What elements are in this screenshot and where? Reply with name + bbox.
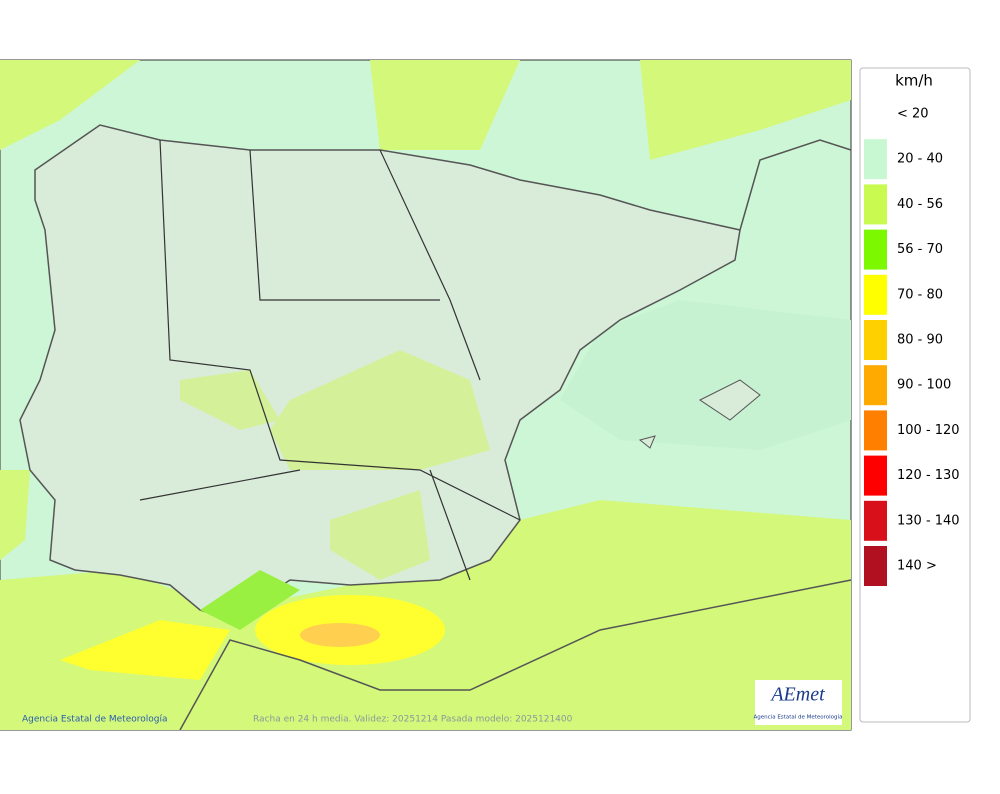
legend-label: 70 - 80 — [897, 287, 943, 302]
logo: AEmet — [769, 684, 825, 706]
legend-label: 56 - 70 — [897, 242, 943, 257]
legend-label: 100 - 120 — [897, 423, 960, 438]
legend-label: 20 - 40 — [897, 152, 943, 167]
legend-swatch — [864, 184, 887, 225]
legend-label: 40 - 56 — [897, 197, 943, 212]
island — [638, 435, 656, 449]
legend-swatch — [864, 139, 887, 180]
legend-swatch — [864, 274, 887, 315]
legend-swatch — [864, 229, 887, 270]
wind-patch — [180, 350, 490, 580]
wind-patch — [300, 623, 380, 647]
legend-swatch — [864, 410, 887, 451]
wind-patch — [60, 620, 230, 680]
legend-swatch — [864, 546, 887, 586]
legend-title: km/h — [895, 72, 933, 90]
legend-swatch — [864, 320, 887, 360]
africa-coast — [179, 579, 852, 731]
logo-subtitle: Agencia Estatal de Meteorología — [754, 714, 843, 721]
legend-label: < 20 — [897, 107, 929, 122]
island — [699, 379, 761, 421]
legend-label: 130 - 140 — [897, 513, 960, 528]
sea-zone — [560, 300, 851, 450]
wind-band — [370, 60, 520, 150]
credit: Agencia Estatal de Meteorología — [22, 715, 168, 725]
legend-swatch — [864, 365, 887, 406]
wind-band — [640, 60, 851, 160]
legend-swatch — [864, 94, 887, 134]
legend-label: 120 - 130 — [897, 468, 960, 483]
caption: Racha en 24 h media. Validez: 20251214 P… — [253, 715, 573, 725]
region-border — [139, 139, 521, 581]
wind-band — [0, 470, 30, 560]
legend: km/h < 20 20 - 40 40 - 56 56 - 70 70 - 80 80 … — [859, 67, 971, 723]
wind-band — [0, 60, 140, 150]
legend-box — [859, 67, 971, 723]
legend-label: 140 > — [897, 559, 937, 574]
legend-swatch — [864, 455, 887, 496]
france-coast — [739, 139, 852, 231]
logo-box — [755, 680, 842, 725]
legend-swatch — [864, 500, 887, 541]
legend-label: 80 - 90 — [897, 333, 943, 348]
wind-patch — [200, 570, 300, 630]
legend-label: 90 - 100 — [897, 378, 951, 393]
map: Agencia Estatal de Meteorología Racha en… — [0, 59, 852, 731]
